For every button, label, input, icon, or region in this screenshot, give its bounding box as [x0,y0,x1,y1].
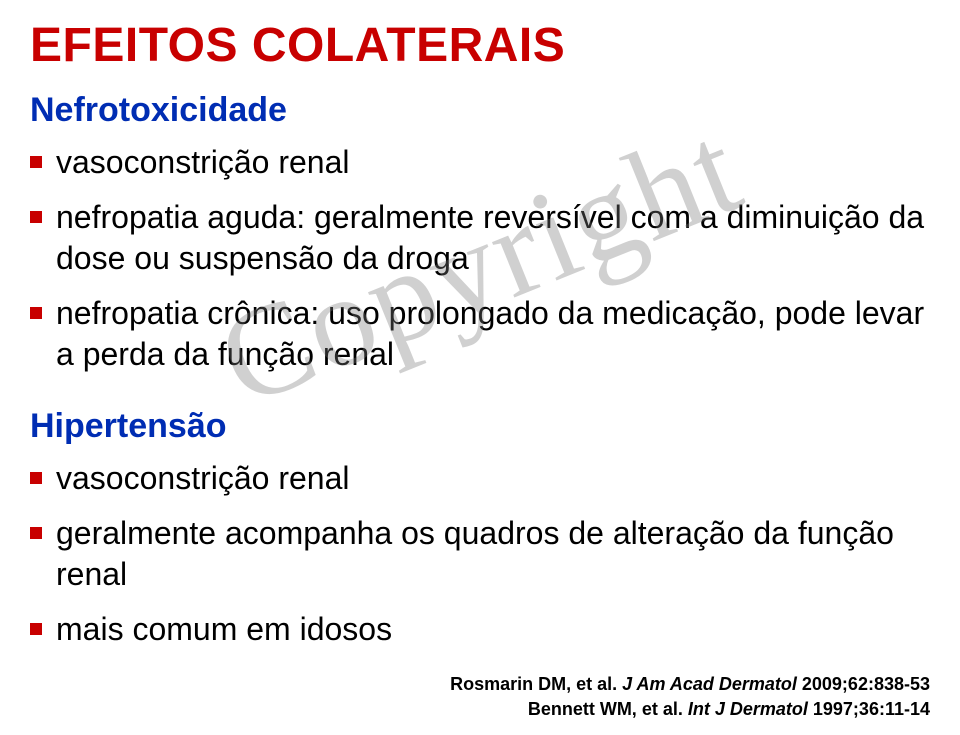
list-item: vasoconstrição renal [30,458,930,499]
reference-line: Rosmarin DM, et al. J Am Acad Dermatol 2… [450,672,930,696]
section-heading-nefrotoxicidade: Nefrotoxicidade [30,91,930,130]
reference-rest: 1997;36:11-14 [813,699,930,719]
references: Rosmarin DM, et al. J Am Acad Dermatol 2… [450,672,930,721]
bullet-icon [30,472,42,484]
list-item: nefropatia crônica: uso prolongado da me… [30,293,930,375]
slide: Copyright EFEITOS COLATERAIS Nefrotoxici… [0,0,960,735]
bullet-icon [30,307,42,319]
bullet-text: vasoconstrição renal [56,142,930,183]
bullet-text: geralmente acompanha os quadros de alter… [56,513,930,595]
list-item: geralmente acompanha os quadros de alter… [30,513,930,595]
reference-author: Bennett WM, et al. [528,699,683,719]
bullet-text: vasoconstrição renal [56,458,930,499]
reference-author: Rosmarin DM, et al. [450,674,617,694]
bullet-icon [30,211,42,223]
reference-journal: Int J Dermatol [688,699,813,719]
bullet-icon [30,527,42,539]
bullet-icon [30,623,42,635]
bullet-icon [30,156,42,168]
slide-title: EFEITOS COLATERAIS [30,18,930,73]
bullet-text: nefropatia aguda: geralmente reversível … [56,197,930,279]
list-item: nefropatia aguda: geralmente reversível … [30,197,930,279]
reference-line: Bennett WM, et al. Int J Dermatol 1997;3… [450,697,930,721]
reference-journal: J Am Acad Dermatol [622,674,802,694]
bullet-text: nefropatia crônica: uso prolongado da me… [56,293,930,375]
section-heading-hipertensao: Hipertensão [30,407,930,446]
list-item: mais comum em idosos [30,609,930,650]
bullet-text: mais comum em idosos [56,609,930,650]
reference-rest: 2009;62:838-53 [802,674,930,694]
list-item: vasoconstrição renal [30,142,930,183]
